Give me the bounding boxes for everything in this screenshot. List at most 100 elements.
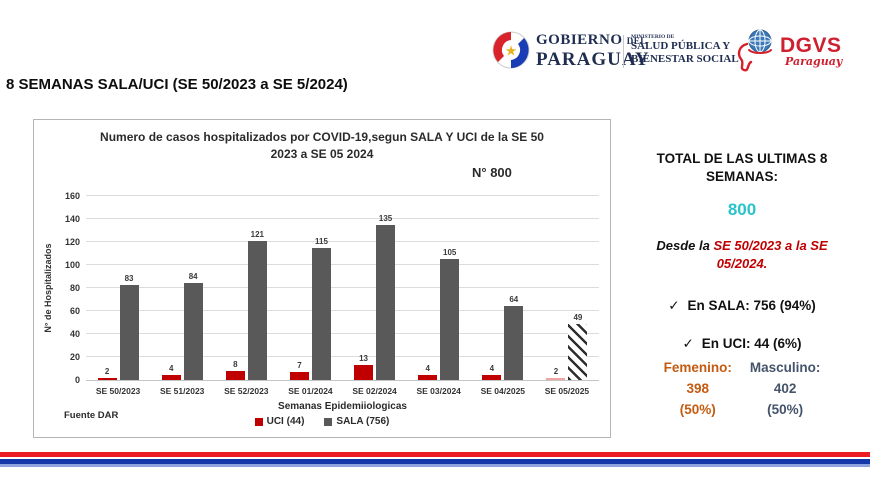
sala-bar-wrap: 49 — [568, 312, 588, 380]
bar-value-label: 135 — [378, 213, 393, 223]
footer-stripe-lightblue — [0, 464, 870, 467]
sala-summary: ✓ En SALA: 756 (94%) — [617, 298, 867, 314]
dgvs-script: Paraguay — [785, 55, 843, 68]
masculino-pct: (50%) — [767, 402, 804, 418]
gobierno-del: DEL — [626, 36, 647, 46]
bar-value-label: 2 — [553, 366, 559, 376]
header-divider — [623, 35, 624, 68]
bar-group: 13 135 — [343, 197, 407, 380]
sala-bar — [568, 323, 588, 380]
masculino-label: Masculino: — [749, 360, 821, 376]
bar-value-label: 121 — [250, 229, 264, 239]
gridline — [86, 287, 599, 288]
femenino-label: Femenino: — [663, 360, 732, 376]
bar-value-label: 2 — [104, 366, 110, 376]
y-tick-label: 40 — [69, 329, 80, 339]
dgvs-globe-icon — [737, 29, 772, 72]
date-range-line2: 05/2024. — [716, 255, 768, 271]
gobierno-word1: GOBIERNO — [536, 32, 623, 48]
ministry-line2: BIENESTAR SOCIAL — [631, 52, 739, 65]
total-heading-line1: TOTAL DE LAS ULTIMAS 8 — [656, 151, 828, 166]
ministry-logo-text: MINISTERIO DE SALUD PÚBLICA Y BIENESTAR … — [631, 34, 739, 66]
x-tick-label: SE 03/2024 — [416, 386, 461, 396]
femenino-value: 398 — [686, 381, 709, 397]
sala-bar-wrap: 115 — [311, 237, 331, 380]
gobierno-word2: PARAGUAY — [536, 49, 650, 70]
sala-bar-wrap: 64 — [504, 295, 524, 380]
uci-bar-wrap: 7 — [289, 360, 309, 380]
svg-text:★: ★ — [505, 43, 518, 59]
uci-bar-wrap: 2 — [97, 366, 117, 380]
y-tick-label: 60 — [69, 306, 80, 316]
uci-bar — [161, 375, 181, 380]
sala-bar — [119, 284, 139, 380]
uci-bar-wrap: 13 — [354, 355, 374, 380]
sala-bar — [440, 259, 460, 380]
ministry-line0: MINISTERIO DE — [631, 34, 675, 40]
femenino-pct: (50%) — [679, 402, 716, 418]
y-tick-label: 140 — [64, 214, 80, 224]
paraguay-seal-icon: ★ — [492, 31, 530, 69]
x-axis-labels: SE 50/2023 SE 51/2023 SE 52/2023 SE 01/2024… — [86, 386, 599, 398]
chart-n-label: N° 800 — [472, 165, 512, 180]
source-label: Fuente DAR — [64, 410, 119, 421]
sala-bar-wrap: 105 — [440, 249, 460, 380]
bar-value-label: 84 — [188, 272, 198, 282]
sala-legend-label: SALA (756) — [336, 416, 390, 427]
bar-value-label: 4 — [168, 364, 174, 374]
gridline — [86, 264, 599, 265]
y-tick-label: 100 — [64, 260, 80, 270]
uci-summary-text: En UCI: 44 (6%) — [701, 336, 802, 352]
plot-area: 2 83 4 84 8 121 7 115 13 135 4 105 4 64 2 49 — [86, 195, 599, 381]
uci-bar-wrap: 2 — [546, 366, 566, 380]
uci-bar — [418, 375, 438, 380]
x-axis-title: Semanas Epidemiiologicas — [278, 401, 407, 412]
bar-group: 4 84 — [150, 197, 214, 380]
uci-bar — [546, 377, 566, 380]
bar-group: 2 83 — [86, 197, 150, 380]
gridline — [86, 195, 599, 196]
femenino-stat: Femenino: 398 (50%) — [664, 358, 732, 421]
footer-stripe-blue — [0, 459, 870, 464]
chart-box: Numero de casos hospitalizados por COVID… — [33, 119, 611, 438]
x-tick-label: SE 01/2024 — [288, 386, 333, 396]
bar-value-label: 7 — [297, 360, 302, 370]
sala-legend-swatch — [324, 417, 333, 426]
date-range-prefix: Desde la — [656, 238, 714, 254]
uci-legend-swatch — [254, 417, 263, 426]
gobierno-logo-text: GOBIERNO DEL PARAGUAY — [536, 32, 650, 70]
sala-bar-wrap: 121 — [247, 229, 267, 380]
uci-bar-wrap: 4 — [482, 364, 502, 380]
uci-bar — [97, 377, 117, 380]
gridline — [86, 356, 599, 357]
footer-stripe-red — [0, 452, 870, 457]
y-tick-label: 80 — [69, 283, 80, 293]
summary-panel: TOTAL DE LAS ULTIMAS 8 SEMANAS: 800 Desd… — [617, 150, 867, 421]
bar-group: 4 105 — [407, 197, 471, 380]
gridline — [86, 218, 599, 219]
date-range-note: Desde la SE 50/2023 a la SE 05/2024. — [617, 237, 867, 272]
y-tick-label: 20 — [69, 352, 80, 362]
bar-value-label: 4 — [425, 364, 430, 374]
total-heading: TOTAL DE LAS ULTIMAS 8 SEMANAS: — [617, 150, 867, 185]
y-axis: 0 20 40 60 80 100 120 140 160 — [54, 192, 80, 385]
dgvs-logo: DGVS Paraguay — [733, 26, 868, 74]
bar-group: 7 115 — [278, 197, 342, 380]
bar-value-label: 83 — [124, 273, 134, 283]
bar-value-label: 64 — [509, 295, 519, 305]
sala-bar-wrap: 84 — [183, 272, 203, 380]
sala-bar — [183, 283, 203, 380]
bar-value-label: 49 — [573, 312, 583, 322]
uci-bar — [482, 375, 502, 380]
x-tick-label: SE 02/2024 — [352, 386, 397, 396]
gridline — [86, 241, 599, 242]
sala-bar-wrap: 135 — [376, 213, 396, 380]
total-heading-line2: SEMANAS: — [705, 168, 778, 184]
y-tick-label: 120 — [64, 237, 80, 247]
bar-value-label: 4 — [489, 364, 495, 374]
gender-breakdown: Femenino: 398 (50%) Masculino: 402 (50%) — [617, 358, 867, 421]
uci-legend-label: UCI (44) — [266, 416, 305, 427]
x-tick-label: SE 52/2023 — [224, 386, 269, 396]
checkmark-icon: ✓ — [668, 298, 680, 314]
ministry-line1: SALUD PÚBLICA Y — [631, 40, 731, 53]
